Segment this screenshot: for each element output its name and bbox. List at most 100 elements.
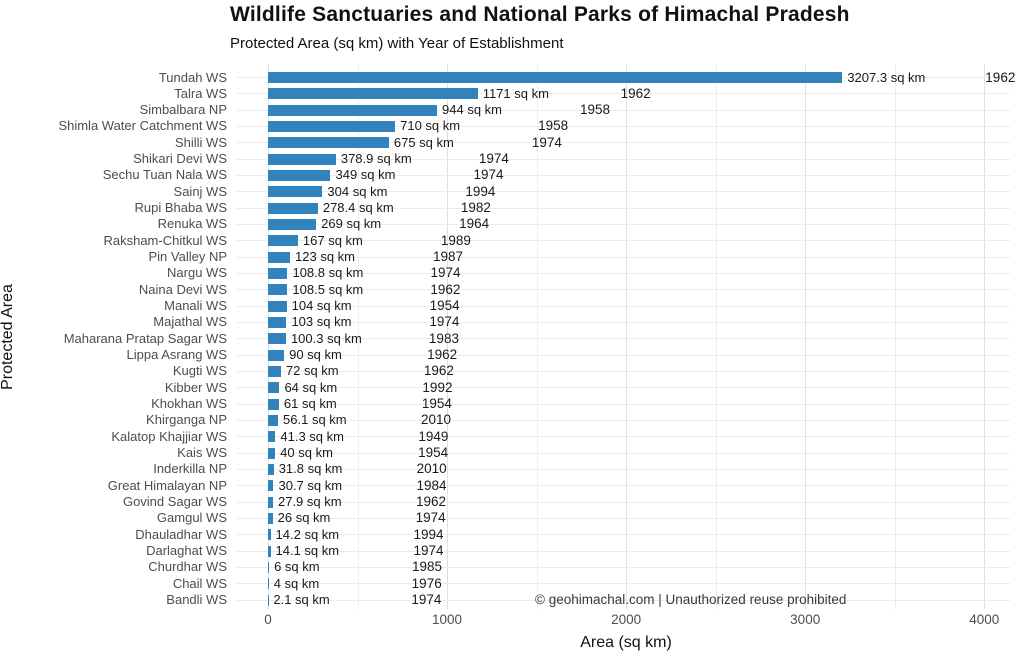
year-label: 1983 [428, 330, 459, 346]
year-label: 1949 [418, 428, 449, 444]
bar [268, 545, 271, 557]
category-label: Gamgul WS [156, 510, 227, 526]
category-label: Bandli WS [166, 592, 227, 608]
year-label: 1989 [440, 232, 471, 248]
bar [268, 578, 269, 590]
bar [268, 284, 288, 296]
year-label: 1994 [465, 183, 496, 199]
bar-value-label: 27.9 sq km [277, 494, 342, 510]
bar-value-label: 104 sq km [291, 298, 352, 314]
bar-value-label: 378.9 sq km [340, 151, 412, 167]
y-gridline [237, 370, 1010, 372]
category-label: Manali WS [164, 298, 227, 314]
category-label: Dhauladhar WS [135, 526, 227, 542]
x-axis-tick: 2000 [611, 612, 642, 627]
x-axis-tick: 0 [264, 612, 272, 627]
category-label: Sainj WS [173, 183, 227, 199]
bar [268, 349, 285, 361]
bar [268, 529, 271, 541]
category-label: Naina Devi WS [138, 281, 227, 297]
y-gridline [237, 403, 1010, 405]
bar [268, 267, 288, 279]
bar [268, 72, 843, 83]
year-label: 1962 [430, 281, 461, 297]
year-label: 1992 [422, 379, 453, 395]
y-gridline [237, 321, 1010, 323]
year-label: 1964 [459, 216, 490, 232]
year-label: 1974 [531, 134, 562, 150]
year-label: 1954 [429, 298, 460, 314]
year-label: 1962 [985, 69, 1016, 85]
bar-value-label: 108.5 sq km [292, 281, 364, 297]
bar [268, 153, 336, 165]
bar-value-label: 40 sq km [280, 445, 333, 461]
bar [268, 463, 274, 475]
category-label: Govind Sagar WS [122, 494, 227, 510]
chart-subtitle: Protected Area (sq km) with Year of Esta… [230, 35, 564, 52]
y-gridline [237, 550, 1010, 552]
year-label: 1982 [460, 200, 491, 216]
bar [268, 202, 318, 214]
category-label: Darlaghat WS [146, 543, 227, 559]
y-gridline [237, 272, 1010, 274]
bar [268, 496, 273, 508]
y-gridline [237, 566, 1010, 568]
category-label: Tundah WS [158, 69, 227, 85]
category-label: Chail WS [172, 575, 227, 591]
y-gridline [237, 419, 1010, 421]
category-label: Sechu Tuan Nala WS [102, 167, 227, 183]
bar-value-label: 1171 sq km [482, 85, 549, 101]
bar-value-label: 14.2 sq km [275, 526, 340, 542]
bar-value-label: 41.3 sq km [280, 428, 344, 444]
x-gridline [984, 64, 986, 609]
bar-value-label: 3207.3 sq km [847, 69, 926, 85]
bar [268, 414, 279, 426]
bar [268, 169, 331, 181]
chart-title: Wildlife Sanctuaries and National Parks … [230, 3, 850, 26]
bar-value-label: 90 sq km [289, 347, 342, 363]
bar-value-label: 30.7 sq km [278, 477, 343, 493]
year-label: 1987 [432, 249, 464, 265]
bar [268, 300, 287, 312]
y-gridline [237, 468, 1010, 470]
y-gridline [237, 534, 1010, 536]
category-label: Kugti WS [172, 363, 227, 379]
bar [268, 316, 287, 328]
y-gridline [237, 354, 1010, 356]
x-axis-tick: 1000 [432, 612, 463, 627]
bar-value-label: 304 sq km [327, 183, 388, 199]
category-label: Khokhan WS [151, 396, 227, 412]
bar-value-label: 31.8 sq km [278, 461, 343, 477]
bar [268, 235, 298, 247]
y-gridline [237, 174, 1010, 176]
bar [268, 398, 279, 410]
year-label: 1984 [416, 477, 447, 493]
y-gridline [237, 583, 1010, 585]
year-label: 1954 [421, 396, 452, 412]
bar-value-label: 4 sq km [273, 575, 320, 591]
category-label: Kais WS [177, 445, 227, 461]
bar-value-label: 2.1 sq km [273, 592, 330, 608]
x-gridline [357, 64, 359, 609]
year-label: 1974 [430, 265, 461, 281]
year-label: 2010 [416, 461, 447, 477]
category-label: Khirganga NP [146, 412, 227, 428]
bar [268, 186, 323, 198]
bar-value-label: 944 sq km [442, 102, 503, 118]
bar-value-label: 56.1 sq km [283, 412, 347, 428]
bar [268, 120, 396, 132]
bar-value-label: 278.4 sq km [322, 200, 394, 216]
y-gridline [237, 158, 1010, 160]
category-label: Kalatop Khajjiar WS [111, 428, 227, 444]
y-gridline [237, 338, 1010, 340]
x-axis-tick: 4000 [969, 612, 1000, 627]
year-label: 1976 [411, 575, 442, 591]
bar-value-label: 100.3 sq km [290, 330, 362, 346]
bar [268, 104, 438, 116]
y-gridline [237, 223, 1010, 225]
bar [268, 218, 317, 230]
y-gridline [237, 517, 1010, 519]
bar [268, 382, 280, 394]
category-label: Shilli WS [174, 134, 227, 150]
year-label: 1974 [411, 592, 442, 608]
